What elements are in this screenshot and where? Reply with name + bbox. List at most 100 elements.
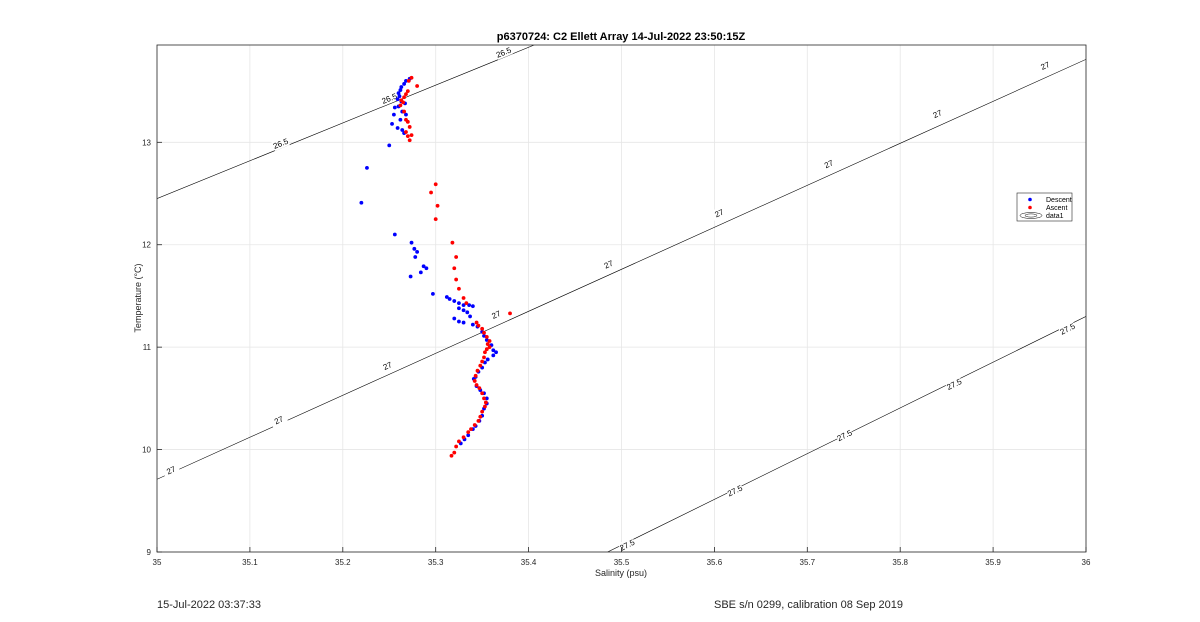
descent-point bbox=[457, 319, 461, 324]
ascent-point bbox=[482, 396, 486, 401]
chart-title: p6370724: C2 Ellett Array 14-Jul-2022 23… bbox=[497, 31, 746, 43]
x-tick-label: 35.1 bbox=[242, 558, 258, 567]
ascent-point bbox=[487, 345, 492, 350]
ascent-point bbox=[429, 190, 433, 195]
y-tick-label: 9 bbox=[147, 548, 152, 557]
footer-calibration: SBE s/n 0299, calibration 08 Sep 2019 bbox=[714, 599, 903, 611]
contour-label-bg bbox=[1058, 320, 1077, 337]
contour-label: 27 bbox=[269, 412, 289, 428]
contour-label: 27 bbox=[599, 256, 618, 273]
ascent-point bbox=[407, 125, 412, 129]
descent-point bbox=[395, 97, 400, 102]
ascent-point bbox=[487, 339, 492, 343]
contour-label: 27 bbox=[819, 155, 839, 172]
ascent-point bbox=[483, 350, 487, 355]
ascent-point bbox=[474, 383, 479, 387]
descent-point bbox=[408, 274, 413, 279]
contour-label-bg bbox=[944, 376, 964, 393]
contour-label-bg bbox=[617, 536, 637, 553]
contour-label: 27 bbox=[928, 105, 947, 122]
ascent-point bbox=[454, 255, 459, 259]
descent-point bbox=[399, 85, 404, 89]
descent-point bbox=[461, 320, 466, 325]
y-tick-label: 12 bbox=[142, 241, 151, 250]
ascent-point bbox=[485, 342, 490, 346]
data-series bbox=[359, 75, 512, 458]
ascent-point bbox=[484, 335, 489, 339]
axis-ticks: 35 35.1 35.2 35.3 35.4 35.5 35.6 35.7 35.8 35.9 36… bbox=[142, 138, 1091, 567]
ascent-point bbox=[404, 92, 408, 97]
descent-point bbox=[412, 246, 417, 251]
descent-point bbox=[421, 264, 426, 269]
x-tick-label: 35 bbox=[153, 558, 162, 567]
descent-point bbox=[424, 266, 429, 271]
descent-point bbox=[452, 299, 457, 303]
ascent-point bbox=[450, 240, 455, 245]
ascent-point bbox=[404, 130, 408, 134]
contour-label-bg bbox=[709, 205, 729, 221]
ascent-point bbox=[407, 138, 412, 143]
ascent-point bbox=[482, 330, 486, 335]
descent-point bbox=[415, 249, 420, 254]
descent-point bbox=[397, 94, 402, 99]
legend[interactable]: Descent Ascent data1 bbox=[1016, 192, 1073, 222]
legend-contour-icon-inner bbox=[1024, 213, 1038, 218]
descent-point bbox=[447, 297, 452, 301]
ascent-point bbox=[473, 373, 478, 378]
descent-point bbox=[485, 357, 490, 362]
legend-descent-label: Descent bbox=[1046, 197, 1072, 204]
descent-point bbox=[404, 78, 408, 83]
descent-point bbox=[467, 303, 472, 308]
ascent-point bbox=[454, 277, 459, 282]
footer-timestamp: 15-Jul-2022 03:37:33 bbox=[157, 599, 261, 611]
descent-point bbox=[461, 308, 466, 313]
contour-line-26-5 bbox=[157, 45, 535, 199]
ascent-point bbox=[469, 427, 473, 431]
contour-label-text: 27 bbox=[273, 414, 285, 426]
contour-label-bg bbox=[486, 306, 506, 323]
ascent-point bbox=[464, 301, 469, 306]
descent-point bbox=[391, 112, 396, 117]
ascent-point bbox=[480, 326, 485, 331]
y-tick-label: 10 bbox=[142, 446, 151, 455]
legend-ascent-label: Ascent bbox=[1046, 205, 1067, 212]
y-tick-label: 13 bbox=[142, 138, 151, 147]
descent-point bbox=[418, 270, 423, 275]
ascent-point bbox=[398, 103, 403, 108]
ascent-point bbox=[484, 347, 489, 352]
descent-point bbox=[359, 200, 364, 205]
contour-label-bg bbox=[269, 412, 289, 428]
descent-point bbox=[387, 143, 392, 148]
ascent-point bbox=[478, 414, 483, 419]
ascent-point bbox=[472, 423, 477, 427]
contour-label-text: 27 bbox=[823, 158, 835, 170]
descent-point bbox=[470, 322, 475, 327]
x-tick-label: 35.3 bbox=[428, 558, 444, 567]
ascent-point bbox=[474, 320, 479, 325]
ascent-point bbox=[472, 379, 477, 383]
descent-point bbox=[431, 291, 435, 296]
descent-point bbox=[457, 301, 461, 306]
contour-label: 27 bbox=[709, 205, 729, 221]
legend-box bbox=[1016, 192, 1073, 222]
ascent-point bbox=[457, 439, 461, 444]
ascent-point bbox=[405, 119, 410, 124]
ascent-point bbox=[452, 450, 457, 455]
descent-point bbox=[409, 240, 414, 245]
contour-label-bg bbox=[819, 155, 839, 172]
descent-point bbox=[398, 88, 403, 92]
descent-point bbox=[457, 306, 461, 311]
legend-data1-label: data1 bbox=[1046, 213, 1064, 220]
contour-label: 27 bbox=[1035, 57, 1055, 74]
descent-point bbox=[402, 82, 407, 86]
descent-point bbox=[392, 105, 397, 110]
ascent-point bbox=[401, 100, 406, 105]
descent-point bbox=[465, 310, 470, 315]
ascent-point bbox=[405, 89, 410, 93]
descent-point bbox=[491, 348, 496, 353]
contour-line-27 bbox=[157, 59, 1086, 480]
descent-point bbox=[413, 255, 418, 259]
descent-point bbox=[466, 433, 471, 438]
ascent-point bbox=[461, 435, 466, 440]
